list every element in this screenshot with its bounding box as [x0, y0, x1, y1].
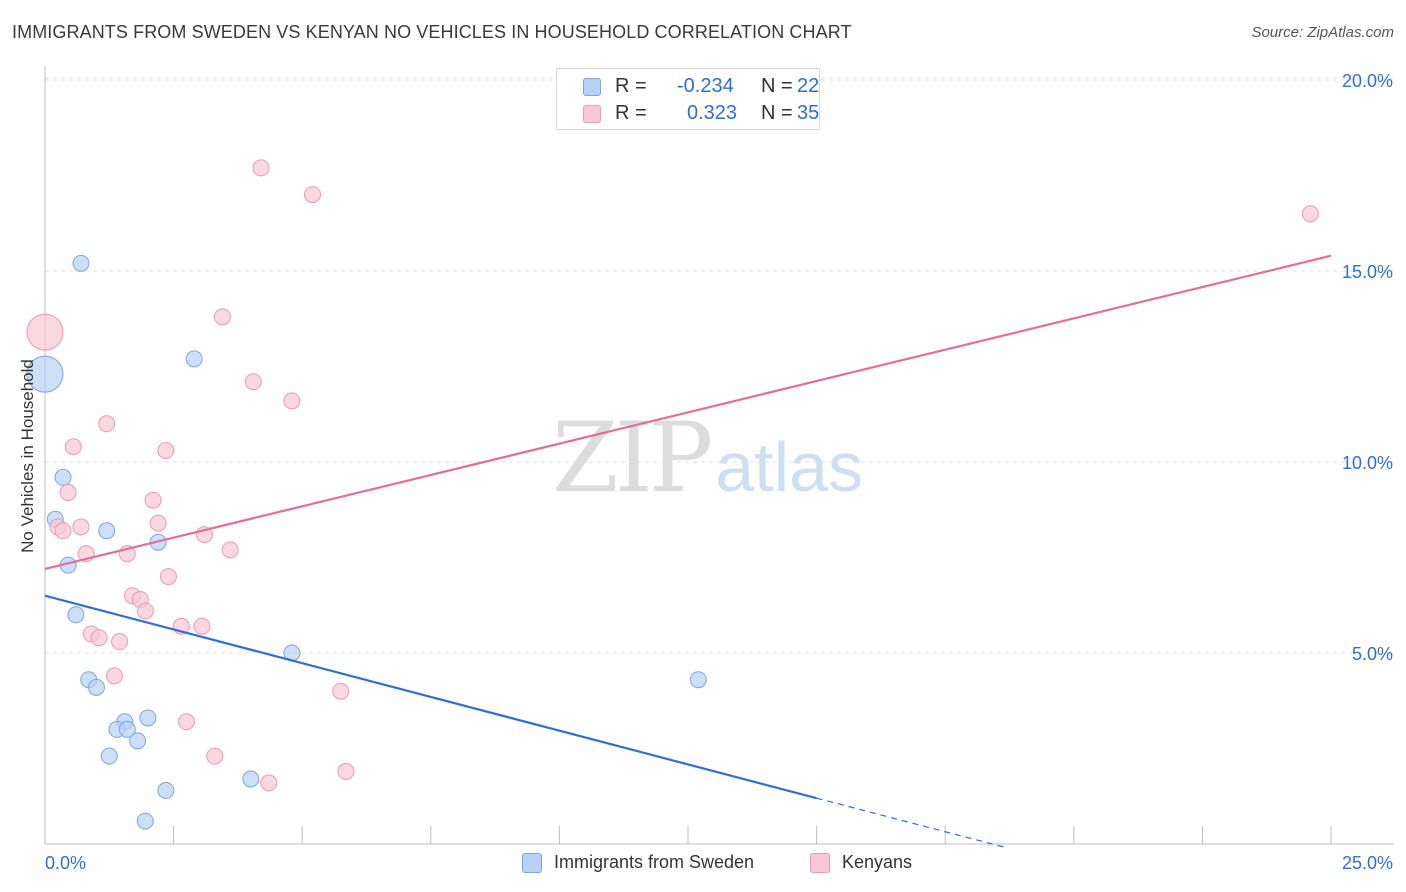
point-kenyans — [193, 617, 211, 635]
point-kenyans — [177, 713, 195, 731]
watermark: ZIPatlas — [552, 402, 863, 514]
watermark-atlas: atlas — [715, 428, 864, 506]
point-kenyans — [90, 629, 108, 647]
legend-r-label: R = — [615, 75, 647, 97]
point-sweden — [139, 709, 157, 727]
legend-n-label: N = — [761, 102, 793, 124]
point-kenyans — [136, 602, 154, 620]
point-sweden — [242, 770, 260, 788]
point-sweden — [100, 747, 118, 765]
point-sweden — [689, 671, 707, 689]
point-sweden — [129, 732, 147, 750]
point-sweden — [98, 522, 116, 540]
bottom-legend-swatch-sweden — [522, 853, 542, 873]
x-tick-label: 25.0% — [1342, 853, 1393, 873]
y-tick-label: 20.0% — [1342, 71, 1393, 91]
point-sweden — [26, 355, 64, 393]
point-kenyans — [72, 518, 90, 536]
x-tick-label: 0.0% — [45, 853, 86, 873]
point-kenyans — [159, 568, 177, 586]
point-sweden — [118, 720, 136, 738]
point-kenyans — [157, 442, 175, 460]
trend-line-kenyans — [44, 254, 1332, 571]
point-sweden — [54, 468, 72, 486]
legend-swatch-sweden — [583, 78, 601, 96]
point-kenyans — [98, 415, 116, 433]
point-sweden — [185, 350, 203, 368]
point-sweden — [157, 782, 175, 800]
trend-line-sweden — [44, 594, 817, 800]
point-kenyans — [337, 762, 355, 780]
point-kenyans — [303, 186, 321, 204]
legend-box: R = -0.234 N = 22 R = 0.323 N = 35 — [556, 68, 820, 130]
point-kenyans — [332, 682, 350, 700]
point-kenyans — [283, 392, 301, 410]
bottom-legend-label-sweden: Immigrants from Sweden — [554, 852, 755, 872]
bottom-legend-swatch-kenyans — [810, 853, 830, 873]
watermark-zip: ZIP — [552, 402, 713, 514]
point-kenyans — [244, 373, 262, 391]
point-kenyans — [221, 541, 239, 559]
point-kenyans — [260, 774, 278, 792]
legend-n-value: 35 — [797, 102, 820, 124]
legend-n-label: N = — [761, 75, 793, 97]
point-kenyans — [111, 633, 129, 651]
point-sweden — [72, 254, 90, 272]
point-sweden — [136, 812, 154, 830]
point-kenyans — [252, 159, 270, 177]
point-kenyans — [1301, 205, 1319, 223]
point-kenyans — [64, 438, 82, 456]
y-tick-label: 10.0% — [1342, 453, 1393, 473]
legend-r-value: -0.234 — [677, 75, 734, 97]
y-tick-label: 15.0% — [1342, 262, 1393, 282]
source-label: Source: ZipAtlas.com — [1251, 24, 1394, 41]
point-kenyans — [144, 491, 162, 509]
legend-r-value: 0.323 — [687, 102, 738, 124]
point-sweden — [87, 678, 105, 696]
legend-n-value: 22 — [797, 75, 820, 97]
y-tick-label: 5.0% — [1352, 644, 1393, 664]
point-kenyans — [105, 667, 123, 685]
point-kenyans — [59, 484, 77, 502]
point-kenyans — [54, 522, 72, 540]
point-kenyans — [206, 747, 224, 765]
point-kenyans — [26, 313, 64, 351]
point-kenyans — [149, 514, 167, 532]
bottom-legend-label-kenyans: Kenyans — [842, 852, 913, 872]
legend-r-label: R = — [615, 102, 647, 124]
point-sweden — [67, 606, 85, 624]
y-axis-label: No Vehicles in Household — [18, 359, 37, 553]
chart-title: IMMIGRANTS FROM SWEDEN VS KENYAN NO VEHI… — [12, 22, 852, 42]
legend-swatch-kenyans — [583, 105, 601, 123]
trend-line-extension-sweden — [816, 797, 1008, 849]
point-kenyans — [213, 308, 231, 326]
